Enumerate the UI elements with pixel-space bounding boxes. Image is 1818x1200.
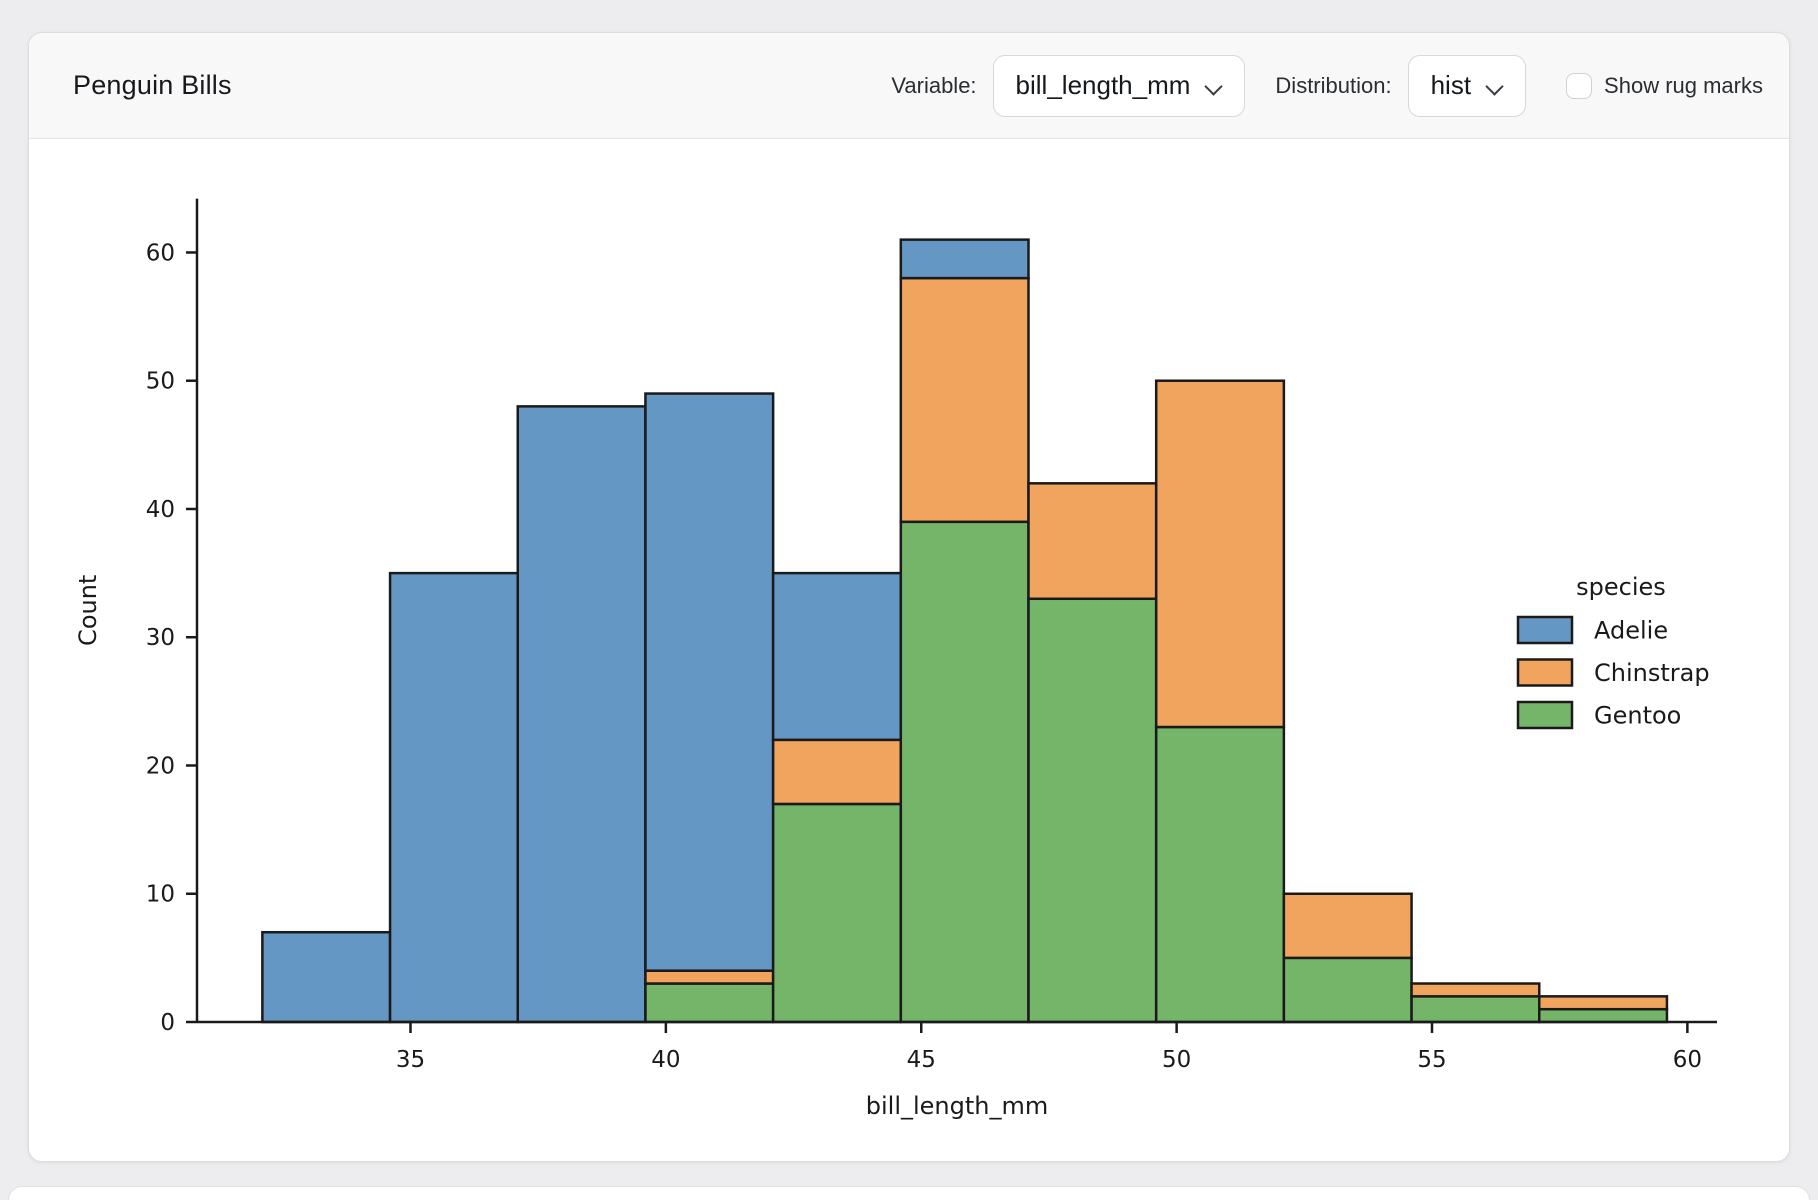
- histogram-canvas: 35 40 45 50 55 60 0 10 20 30 40 50 60 bill_length_mm C…: [74, 198, 1717, 1120]
- bar-segment-chinstrap-bin7: [1154, 379, 1286, 729]
- bar-segment-gentoo-bin10: [1538, 1007, 1669, 1024]
- show-rug-checkbox[interactable]: [1566, 72, 1593, 99]
- distribution-label: Distribution:: [1275, 72, 1392, 98]
- variable-select-value: bill_length_mm: [1015, 70, 1191, 100]
- bar-segment-adelie-bin4: [771, 571, 903, 742]
- bar-segment-gentoo-bin6: [1027, 597, 1158, 1024]
- legend-swatch-adelie: [1516, 615, 1574, 645]
- bar-segment-chinstrap-bin5: [899, 276, 1030, 524]
- bar-segment-adelie-bin5: [899, 238, 1030, 280]
- bar-segment-gentoo-bin7: [1154, 725, 1286, 1024]
- legend-swatch-chinstrap: [1516, 658, 1574, 687]
- chevron-down-icon: [1206, 78, 1222, 94]
- legend-label-chinstrap: Chinstrap: [1594, 659, 1710, 687]
- show-rug-label: Show rug marks: [1604, 72, 1763, 98]
- bar-segment-gentoo-bin9: [1410, 995, 1541, 1024]
- bar-segment-adelie-bin0: [261, 930, 392, 1024]
- bar-segment-gentoo-bin3: [644, 982, 775, 1024]
- bar-segment-chinstrap-bin10: [1538, 995, 1669, 1011]
- x-tick-label: 35: [396, 1047, 425, 1073]
- x-tick-label: 55: [1417, 1047, 1446, 1073]
- bar-segment-gentoo-bin5: [899, 520, 1030, 1024]
- bar-segment-adelie-bin2: [516, 405, 647, 1024]
- chart-area: 35 40 45 50 55 60 0 10 20 30 40 50 60 bill_length_mm C…: [29, 139, 1789, 1161]
- y-tick-label: 40: [146, 497, 175, 523]
- x-axis-title: bill_length_mm: [866, 1092, 1049, 1120]
- distribution-select[interactable]: hist: [1407, 54, 1527, 117]
- x-tick-label: 60: [1673, 1047, 1702, 1073]
- bar-segment-chinstrap-bin9: [1410, 982, 1541, 998]
- x-tick-label: 45: [907, 1047, 936, 1073]
- bar-segment-chinstrap-bin3: [644, 969, 775, 985]
- bar-segment-chinstrap-bin6: [1027, 482, 1158, 601]
- bar-segment-gentoo-bin4: [771, 802, 903, 1024]
- distribution-select-value: hist: [1430, 70, 1472, 100]
- bar-segment-chinstrap-bin8: [1282, 892, 1413, 960]
- x-tick-label: 40: [651, 1047, 680, 1073]
- variable-label: Variable:: [891, 72, 977, 98]
- chevron-down-icon: [1487, 78, 1503, 94]
- legend-label-gentoo: Gentoo: [1594, 702, 1681, 730]
- y-tick-label: 30: [146, 625, 175, 651]
- y-tick-label: 60: [146, 240, 175, 266]
- header-controls: Variable: bill_length_mm Distribution: h…: [891, 54, 1763, 117]
- x-tick-label: 50: [1162, 1047, 1191, 1073]
- dashboard-card: Penguin Bills Variable: bill_length_mm D…: [28, 32, 1790, 1162]
- next-card-peek: [8, 1186, 1810, 1200]
- y-tick-label: 50: [146, 369, 175, 395]
- bar-segment-chinstrap-bin4: [771, 738, 903, 806]
- legend-title: species: [1576, 573, 1666, 601]
- bar-segment-gentoo-bin8: [1282, 956, 1413, 1024]
- y-tick-label: 20: [146, 753, 175, 779]
- card-header: Penguin Bills Variable: bill_length_mm D…: [29, 33, 1789, 139]
- legend-label-adelie: Adelie: [1594, 617, 1668, 645]
- y-tick-label: 10: [146, 882, 175, 908]
- y-axis-title: Count: [74, 575, 102, 646]
- bar-segment-adelie-bin1: [388, 571, 520, 1024]
- variable-select[interactable]: bill_length_mm: [992, 54, 1246, 117]
- bar-segment-adelie-bin3: [644, 392, 775, 972]
- legend-swatch-gentoo: [1516, 700, 1574, 730]
- y-tick-label: 0: [160, 1010, 175, 1036]
- page-title: Penguin Bills: [73, 70, 232, 100]
